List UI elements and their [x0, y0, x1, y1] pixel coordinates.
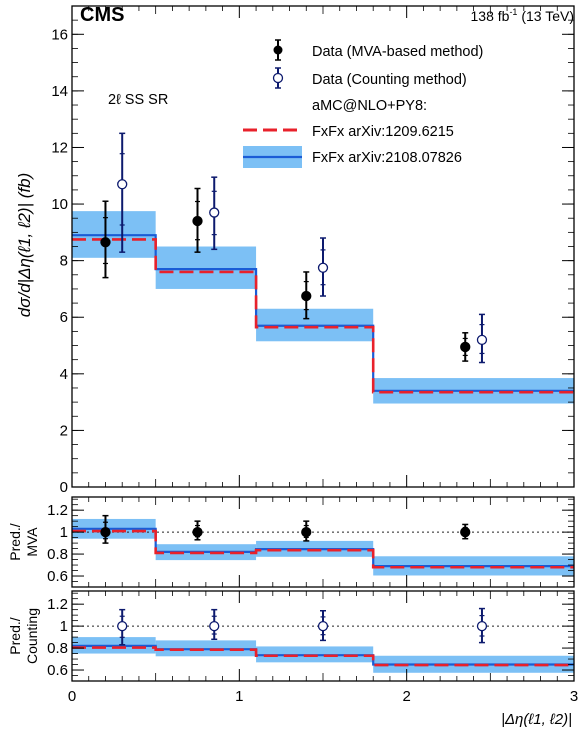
data-mva-point — [100, 514, 111, 544]
y-axis-title-line2: Counting — [24, 608, 40, 664]
marker — [476, 620, 488, 632]
ratio-counting-panel: 0.6 0.8 1 1.2 0 1 2 3 Pred./Counting |Δη(ℓ1, ℓ2)| — [7, 590, 578, 728]
data-mva-point — [460, 523, 471, 540]
y-tick-label: 0.6 — [47, 662, 68, 679]
marker — [209, 620, 220, 632]
marker — [460, 341, 471, 353]
main-panel: 0 2 4 6 8 10 12 14 16 dσ/d|Δη(ℓ1, ℓ2)| (fb) — [15, 5, 575, 496]
marker — [317, 262, 329, 273]
legend-label-pred-2108: FxFx arXiv:2108.07826 — [312, 150, 462, 166]
y-tick-label: 16 — [51, 26, 68, 43]
data-counting-point — [209, 176, 220, 251]
y-axis-title-line2: MVA — [24, 527, 40, 557]
plot-area — [72, 132, 574, 404]
y-axis-title-line1: Pred./ — [7, 523, 23, 560]
marker — [301, 526, 312, 538]
y-tick-label: 0.8 — [47, 640, 68, 657]
y-tick-label: 10 — [51, 196, 68, 213]
marker — [476, 334, 488, 346]
x-tick-label: 3 — [570, 688, 578, 705]
y-axis-title-line1: Pred./ — [7, 617, 23, 654]
legend-label-data-mva: Data (MVA-based method) — [312, 44, 483, 60]
data-counting-point — [209, 608, 220, 641]
data-counting-point — [117, 132, 128, 253]
y-tick-label: 0 — [60, 479, 68, 496]
region-label: 2ℓ SS SR — [108, 92, 168, 108]
x-tick-label: 0 — [68, 688, 76, 705]
y-tick-label: 1 — [60, 618, 68, 635]
data-mva-point — [100, 200, 111, 279]
y-tick-label: 0.6 — [47, 568, 68, 585]
y-tick-label: 6 — [60, 309, 68, 326]
data-counting-point — [117, 608, 128, 646]
legend-label-generator: aMC@NLO+PY8: — [312, 98, 427, 114]
lumi-energy-label: 138 fb-1 (13 TeV) — [471, 7, 575, 24]
y-tick-label: 8 — [60, 253, 68, 270]
y-axis-title: dσ/d|Δη(ℓ1, ℓ2)| (fb) — [15, 173, 34, 317]
y-tick-label: 1 — [60, 524, 68, 541]
data-mva-point — [192, 520, 203, 541]
y-tick-label: 4 — [60, 366, 68, 383]
plot-area — [72, 514, 574, 576]
y-tick-label: 1.2 — [47, 596, 68, 613]
marker — [100, 526, 111, 538]
legend-marker-data-counting — [272, 67, 284, 89]
uncertainty-band-bin — [155, 246, 257, 289]
legend-label-data-counting: Data (Counting method) — [312, 72, 467, 88]
marker — [209, 207, 220, 218]
marker — [100, 237, 111, 248]
y-tick-label: 14 — [51, 83, 68, 100]
data-mva-point — [460, 332, 471, 362]
y-tick-label: 12 — [51, 139, 68, 156]
y-tick-label: 2 — [60, 422, 68, 439]
legend-marker-data-mva — [273, 39, 283, 61]
marker — [192, 215, 203, 227]
data-counting-point — [317, 237, 329, 297]
data-counting-point — [476, 313, 488, 364]
data-mva-point — [192, 187, 203, 253]
marker — [301, 290, 312, 302]
data-mva-point — [301, 520, 312, 542]
marker — [117, 620, 128, 632]
pred-1209-line — [72, 529, 574, 569]
plot-area — [72, 607, 574, 673]
marker — [117, 179, 128, 190]
data-counting-point — [476, 607, 488, 644]
data-counting-point — [317, 610, 329, 642]
x-tick-label: 1 — [235, 688, 243, 705]
ratio-mva-panel: 0.6 0.8 1 1.2 Pred./MVA — [7, 496, 575, 588]
data-mva-point — [301, 271, 312, 320]
legend: Data (MVA-based method) Data (Counting m… — [243, 39, 483, 168]
x-axis-title: |Δη(ℓ1, ℓ2)| — [501, 711, 572, 728]
marker — [192, 526, 203, 538]
pred-1209-line — [72, 646, 574, 667]
y-tick-label: 0.8 — [47, 546, 68, 563]
marker — [317, 620, 329, 632]
experiment-label: CMS — [80, 4, 124, 26]
y-tick-label: 1.2 — [47, 502, 68, 519]
pred-1209-line — [72, 238, 574, 394]
marker — [460, 526, 471, 538]
x-tick-label: 2 — [402, 688, 410, 705]
legend-label-pred-1209: FxFx arXiv:1209.6215 — [312, 124, 454, 140]
